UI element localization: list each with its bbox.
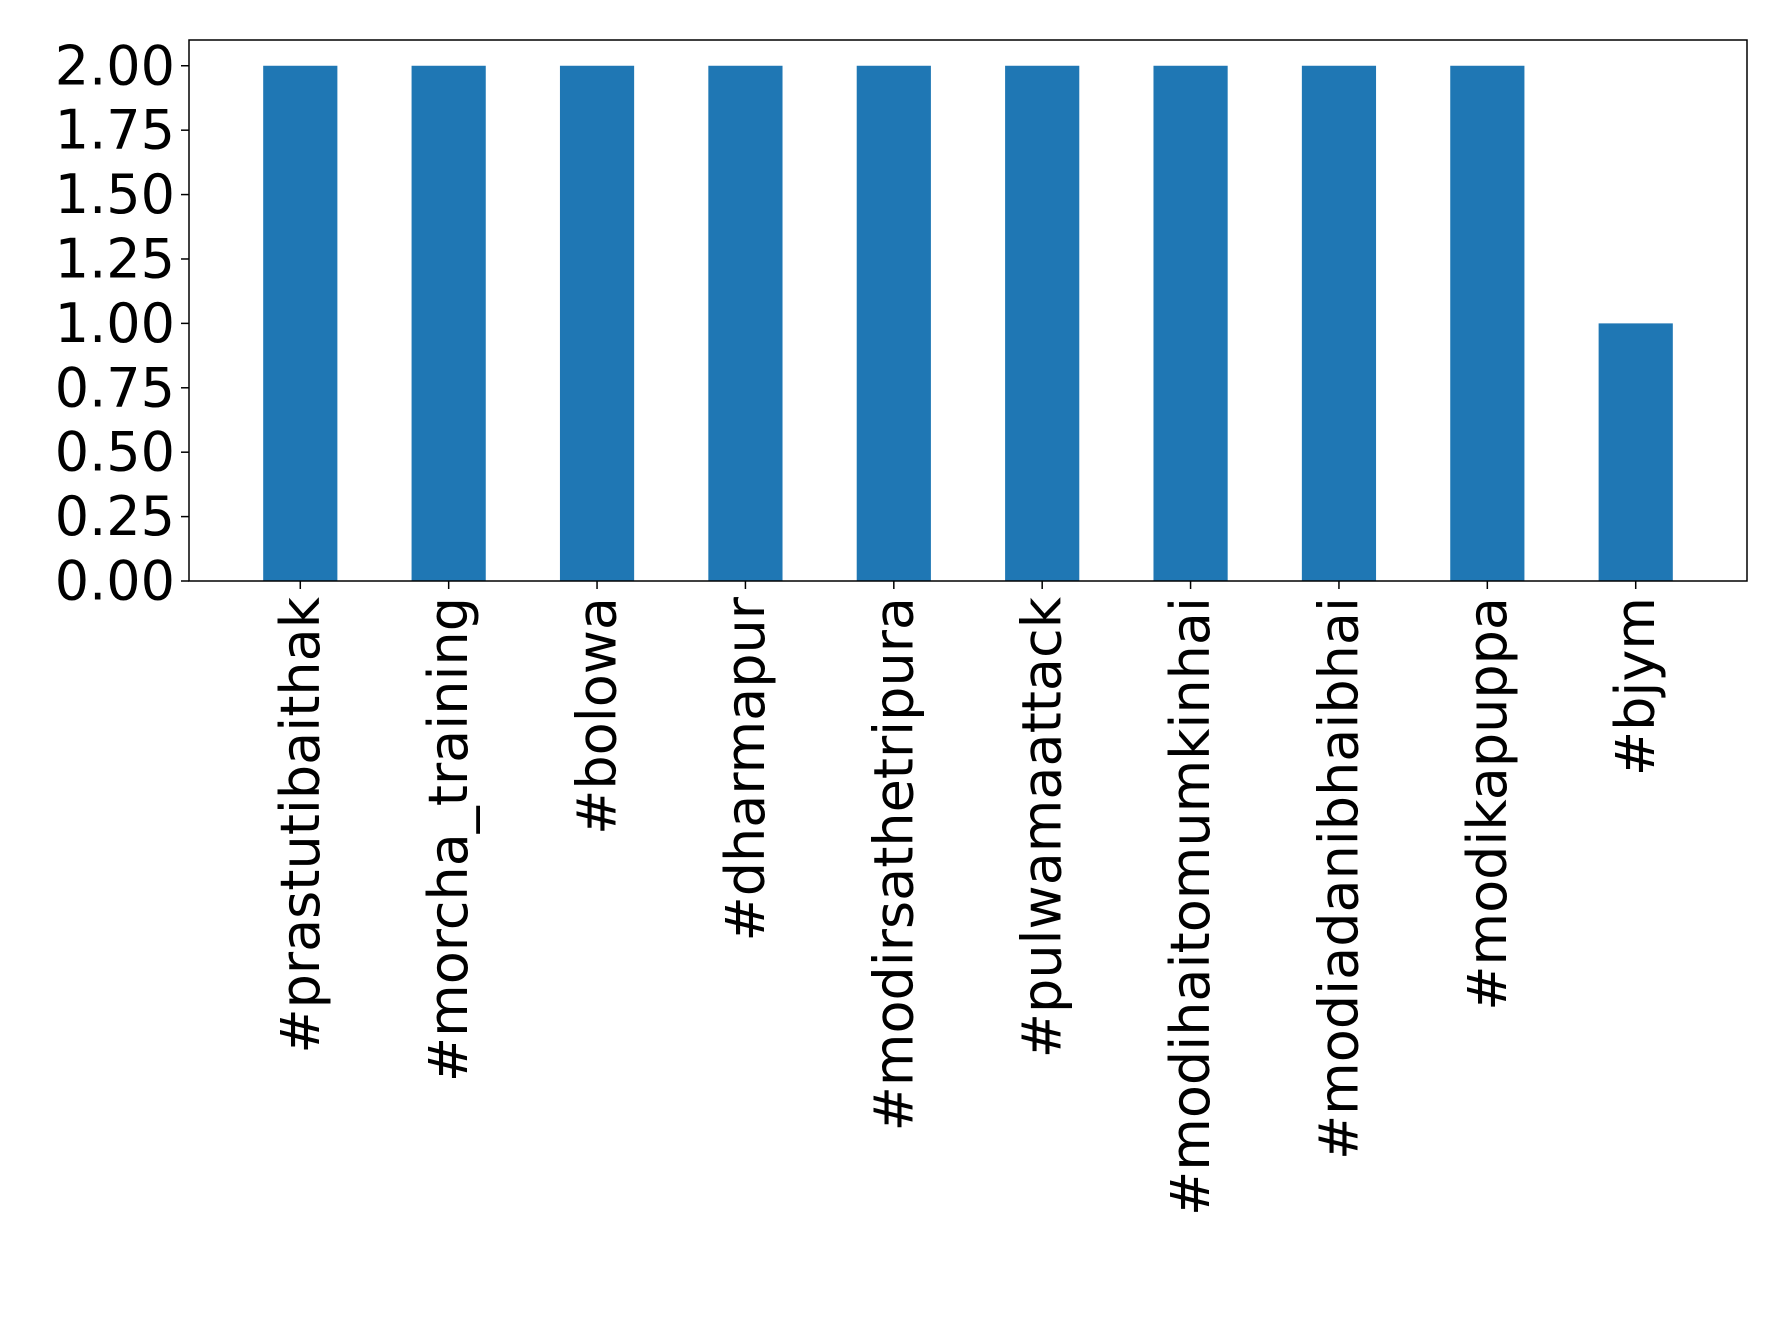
- x-axis: #prastutibaithak #morcha_training #bolowa #…: [269, 581, 1667, 1216]
- x-tick-label: #prastutibaithak: [269, 596, 332, 1053]
- y-tick-label: 0.25: [55, 485, 175, 548]
- y-tick-label: 1.25: [55, 227, 175, 290]
- x-tick-label: #bolowa: [566, 597, 629, 835]
- x-tick-label: #modirsathetripura: [862, 597, 925, 1131]
- x-tick-label: #modiadanibhaibhai: [1307, 597, 1370, 1160]
- y-tick-label: 2.00: [55, 34, 175, 97]
- bar-pulwamaattack: [1005, 65, 1080, 581]
- bar-modirsathetripura: [856, 65, 931, 581]
- y-tick-label: 1.50: [55, 163, 175, 226]
- bar-bjym: [1598, 323, 1673, 581]
- bar-bolowa: [559, 65, 635, 581]
- bar-morcha_training: [411, 65, 486, 581]
- y-tick-label: 1.00: [55, 292, 175, 355]
- y-tick-label: 0.75: [55, 356, 175, 419]
- bar-dharmapur: [708, 65, 783, 581]
- y-tick-label: 0.00: [55, 550, 175, 613]
- bar-modikapuppa: [1450, 65, 1525, 581]
- bar-modiadanibhaibhai: [1301, 65, 1377, 581]
- x-tick-label: #morcha_training: [417, 597, 480, 1082]
- x-tick-label: #pulwamaattack: [1011, 596, 1074, 1058]
- bar-modihaitomumkinhai: [1153, 65, 1228, 581]
- y-axis: 0.000.250.500.751.001.251.501.752.00: [55, 34, 189, 613]
- plot-frame: [188, 39, 1748, 582]
- x-tick-label: #modihaitomumkinhai: [1159, 597, 1222, 1216]
- bar-prastutibaithak: [263, 65, 338, 581]
- x-tick-label: #bjym: [1604, 597, 1667, 776]
- x-tick-label: #modikapuppa: [1456, 597, 1519, 1011]
- y-tick-label: 0.50: [55, 421, 175, 484]
- bars-layer: [263, 65, 1673, 581]
- y-tick-label: 1.75: [55, 99, 175, 162]
- x-tick-label: #dharmapur: [714, 596, 777, 941]
